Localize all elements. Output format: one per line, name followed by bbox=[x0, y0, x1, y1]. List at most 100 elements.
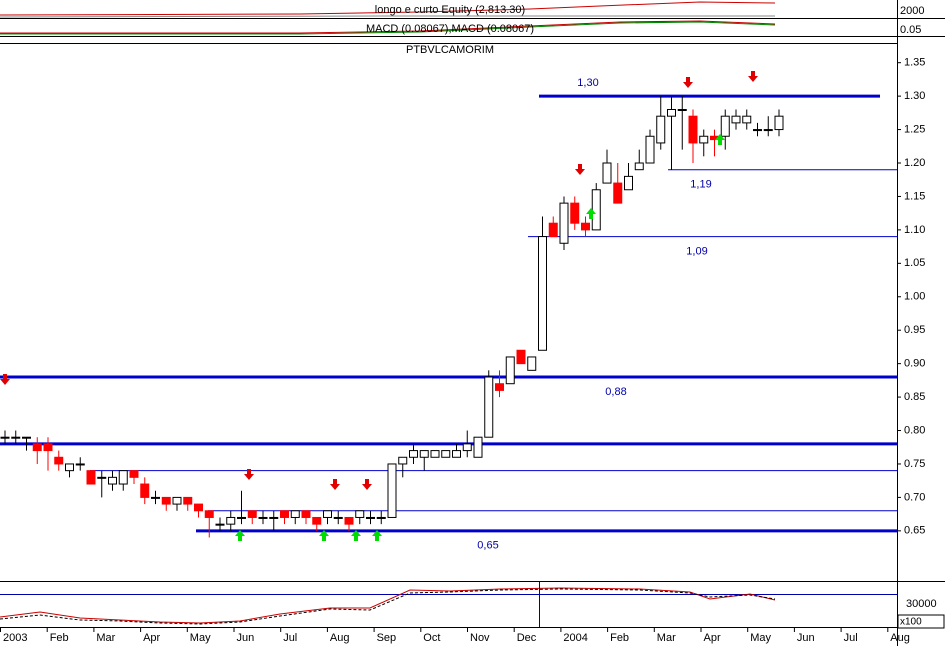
level-label: 0,65 bbox=[477, 540, 498, 552]
candle-body bbox=[247, 510, 257, 518]
candle-body bbox=[613, 182, 623, 204]
candle-body bbox=[237, 516, 246, 519]
y-tick-label: 0.80 bbox=[904, 424, 925, 436]
candle-body bbox=[0, 436, 10, 439]
candle-body bbox=[355, 510, 365, 518]
buy-arrow bbox=[235, 530, 245, 541]
candle-body bbox=[720, 115, 730, 137]
candle-body bbox=[151, 496, 160, 499]
candle-body bbox=[634, 162, 644, 171]
candle-body bbox=[495, 383, 504, 391]
equity-base bbox=[0, 15, 775, 18]
bottom-tick: 30000 bbox=[906, 598, 937, 610]
x-tick-label: Apr bbox=[143, 632, 160, 644]
candle-body bbox=[527, 356, 537, 371]
candle-body bbox=[409, 450, 418, 458]
y-tick-label: 0.95 bbox=[904, 324, 925, 336]
candle-body bbox=[462, 443, 472, 452]
x-tick-label: Oct bbox=[423, 632, 440, 644]
candle-body bbox=[32, 443, 42, 452]
candle-body bbox=[376, 516, 386, 519]
candle-body bbox=[602, 162, 612, 184]
candle-body bbox=[473, 436, 483, 458]
y-tick-label: 0.85 bbox=[904, 391, 925, 403]
x-tick-label: Nov bbox=[470, 632, 490, 644]
macd-label: MACD (0.08067),MACD (0.08067) bbox=[366, 23, 534, 35]
candle-body bbox=[118, 470, 128, 485]
candle-body bbox=[215, 523, 225, 526]
x-tick-label: Aug bbox=[330, 632, 350, 644]
candle-body bbox=[753, 129, 762, 132]
candle-body bbox=[430, 450, 440, 458]
candle-body bbox=[43, 443, 53, 452]
candle-body bbox=[129, 470, 139, 478]
candle-body bbox=[323, 510, 332, 518]
sell-arrow bbox=[575, 164, 585, 175]
candle-body bbox=[161, 496, 171, 505]
buy-arrow bbox=[319, 530, 329, 541]
candle-body bbox=[333, 516, 343, 519]
level-label: 1,09 bbox=[686, 245, 707, 257]
x-tick-label: May bbox=[190, 632, 211, 644]
buy-arrow bbox=[715, 134, 725, 145]
candle-body bbox=[344, 516, 354, 525]
x-tick-label: Dec bbox=[517, 632, 537, 644]
x-tick-label: Jul bbox=[844, 632, 858, 644]
candle-body bbox=[312, 516, 322, 525]
candle-body bbox=[656, 115, 666, 144]
y-tick-label: 0.75 bbox=[904, 458, 925, 470]
candle-body bbox=[290, 510, 300, 518]
candle-body bbox=[538, 236, 547, 351]
candle-body bbox=[441, 450, 451, 458]
y-tick-label: 1.30 bbox=[904, 90, 925, 102]
y-tick-label: 0.90 bbox=[904, 358, 925, 370]
candle-body bbox=[699, 135, 709, 144]
candle-body bbox=[398, 456, 408, 465]
candle-body bbox=[140, 483, 150, 498]
x-tick-label: 2004 bbox=[563, 632, 587, 644]
sell-arrow bbox=[748, 71, 758, 82]
buy-arrow bbox=[586, 208, 596, 219]
y-tick-label: 0.65 bbox=[904, 525, 925, 537]
candle-body bbox=[516, 349, 526, 365]
x-tick-label: Feb bbox=[610, 632, 629, 644]
candle-body bbox=[22, 436, 31, 439]
candle-body bbox=[54, 456, 64, 465]
x-tick-label: Sep bbox=[377, 632, 397, 644]
x-tick-label: Feb bbox=[50, 632, 69, 644]
buy-arrow bbox=[351, 530, 361, 541]
macd-line bbox=[0, 20, 776, 34]
x-tick-label: Aug bbox=[890, 632, 910, 644]
candle-body bbox=[65, 463, 74, 472]
macd-signal bbox=[0, 21, 776, 35]
candle-body bbox=[269, 516, 279, 519]
equity-line bbox=[0, 1, 776, 16]
bottom-line-dashed bbox=[0, 588, 776, 625]
bottom-line bbox=[0, 587, 776, 624]
candle-body bbox=[645, 135, 655, 164]
equity-tick: 2000 bbox=[900, 5, 924, 17]
candle-body bbox=[452, 450, 461, 458]
x-tick-label: Apr bbox=[704, 632, 721, 644]
y-tick-label: 1.00 bbox=[904, 291, 925, 303]
level-label: 1,19 bbox=[690, 179, 711, 191]
candle-body bbox=[301, 510, 311, 518]
candle-body bbox=[97, 476, 107, 479]
candle-body bbox=[419, 450, 429, 458]
macd-tick: 0.05 bbox=[900, 24, 921, 36]
candle-body bbox=[581, 222, 590, 231]
candle-body bbox=[387, 463, 397, 518]
candle-body bbox=[688, 115, 698, 144]
y-tick-label: 1.25 bbox=[904, 123, 925, 135]
sell-arrow bbox=[330, 479, 340, 490]
candle-body bbox=[280, 510, 289, 518]
bottom-unit: x100 bbox=[900, 617, 922, 628]
y-tick-label: 1.15 bbox=[904, 190, 925, 202]
candle-body bbox=[667, 109, 676, 117]
candle-body bbox=[204, 510, 214, 518]
x-tick-label: Jun bbox=[797, 632, 815, 644]
candle-body bbox=[258, 516, 268, 519]
candle-body bbox=[11, 436, 21, 439]
